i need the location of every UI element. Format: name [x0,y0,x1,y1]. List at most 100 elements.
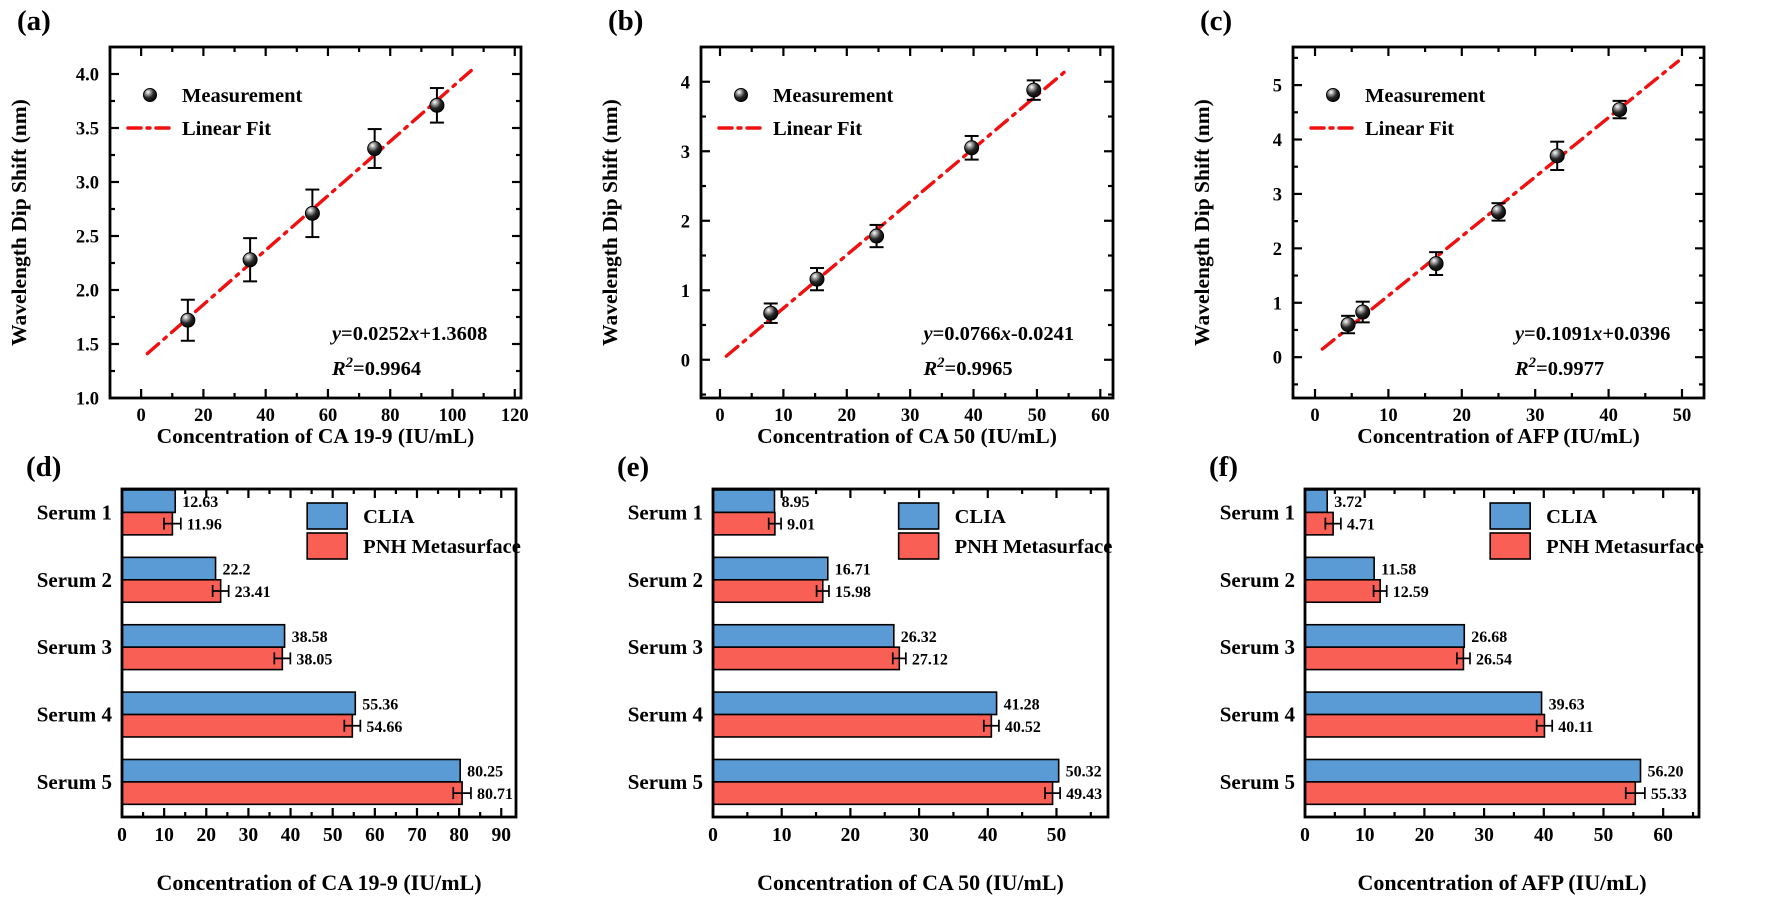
bar-error [343,719,362,732]
y-tick-label: 5 [1273,77,1282,97]
bar-error [1624,787,1646,800]
x-tick-label: 20 [197,825,217,846]
plot-frame [1303,487,1701,819]
legend-measurement-label: Measurement [1365,85,1485,107]
bar-error [273,652,292,665]
y-tick-label: 2 [1273,240,1282,260]
y-tick-label: 0 [681,351,690,371]
x-tick-label: 20 [838,406,857,426]
bar-error [1372,585,1388,598]
bar-value-label: 49.43 [1066,786,1102,803]
bar-chart-ca50: 0 10 20 30 40 50 Serum 1 Serum 2 Serum 3 Serum 4 S… [628,487,1112,895]
legend-measurement-marker [143,88,157,102]
data-point [304,205,320,221]
ticks [701,45,1113,398]
x-tick-label: 0 [1300,825,1310,846]
plot-area: 0 10 20 30 40 50 0 1 2 3 4 5 Concentration of AFP (I… [1190,45,1706,448]
panel-b-cell: (b) 0 10 20 30 40 50 60 0 1 2 3 4 Concentration of C… [591,0,1183,455]
x-tick-label: 10 [1355,825,1375,846]
r-squared: R2=0.9965 [922,355,1012,380]
bar-value-label: 40.11 [1558,719,1593,736]
bar-pnh-metasurface [712,781,1054,806]
bar-clia [121,758,461,783]
scatter-chart-afp: 0 10 20 30 40 50 0 1 2 3 4 5 Concentration of AFP (I… [1190,45,1706,448]
panel-label-b: (b) [608,5,644,37]
bar-pnh-metasurface [1304,646,1465,671]
bar-clia [712,691,998,716]
legend-swatch-clia [1489,502,1531,530]
legend-measurement-label: Measurement [182,85,302,107]
bar-pnh-metasurface [1304,578,1381,604]
legend-measurement-marker [1326,88,1340,102]
bar-pnh-metasurface [1304,781,1637,806]
category-label: Serum 4 [1220,703,1296,727]
category-label: Serum 2 [37,568,112,592]
bar-value-label: 11.96 [187,517,222,534]
linear-fit-line [724,69,1068,358]
plot-area: 0 10 20 30 40 50 Serum 1 Serum 2 Serum 3 Serum 4 S… [628,487,1112,895]
bar-chart-afp: 0 10 20 30 40 50 60 Serum 1 Serum 2 Serum 3 Serum … [1220,487,1704,895]
bar-value-label: 26.32 [901,629,937,646]
panel-label-c: (c) [1200,5,1233,37]
category-label: Serum 5 [1220,770,1295,794]
y-axis-label: Wavelength Dip Shift (nm) [1190,99,1214,346]
category-label: Serum 5 [37,770,112,794]
plot-area: 0 10 20 30 40 50 60 0 1 2 3 4 Concentration of CA 50… [598,45,1115,448]
plot-frame [120,487,518,819]
y-tick-label: 3 [681,143,690,163]
x-tick-label: 40 [281,825,301,846]
error-bars [763,79,1041,324]
bar-value-label: 11.58 [1381,562,1416,579]
x-axis-label: Concentration of CA 19-9 (IU/mL) [157,424,475,448]
x-tick-label: 30 [1526,406,1545,426]
x-tick-label: 120 [501,406,529,426]
bar-clia [121,556,217,581]
x-tick-label: 60 [319,406,338,426]
plot-area: 0 20 40 60 80 100 120 1.0 1.5 2.0 2.5 3.0 3.5 4.0 Conc… [7,45,529,448]
panel-label-d: (d) [26,451,62,483]
legend-series-label: PNH Metasurface [1546,536,1704,558]
legend-linear-fit-label: Linear Fit [182,118,271,140]
bar-value-label: 80.71 [477,786,513,803]
bar-value-label: 22.2 [223,562,251,579]
y-tick-label: 3.0 [76,174,99,194]
category-label: Serum 1 [1220,500,1295,524]
x-tick-label: 80 [381,406,400,426]
bar-value-label: 23.41 [235,584,271,601]
x-tick-label: 50 [1047,825,1067,846]
bar-value-label: 56.20 [1647,764,1683,781]
bar-value-label: 8.95 [781,494,809,511]
y-tick-label: 3.5 [76,120,99,140]
x-tick-label: 10 [774,406,793,426]
bar-pnh-metasurface [121,781,463,806]
x-tick-label: 70 [407,825,427,846]
x-axis-label: Concentration of AFP (IU/mL) [1357,870,1646,895]
data-point [1340,317,1356,333]
x-tick-label: 0 [715,406,724,426]
category-label: Serum 3 [628,635,703,659]
legend-linear-fit-label: Linear Fit [773,118,862,140]
data-point [1612,102,1628,118]
x-tick-label: 0 [137,406,146,426]
bar-error [163,517,182,530]
y-tick-label: 1.0 [76,390,99,410]
bar-error [815,585,830,598]
legend-series-label: CLIA [363,506,414,528]
bar-clia [1304,758,1642,783]
category-label: Serum 5 [628,770,703,794]
panel-label-a: (a) [17,5,51,37]
category-label: Serum 3 [1220,635,1295,659]
bar-value-label: 38.58 [292,629,328,646]
bar-clia [1304,691,1543,716]
legend-series-label: CLIA [1546,506,1597,528]
x-tick-label: 40 [1534,825,1554,846]
bar-value-label: 55.33 [1651,786,1687,803]
bar-error [1535,719,1554,732]
bar-pnh-metasurface [712,578,824,604]
bar-value-label: 27.12 [912,651,948,668]
x-tick-label: 0 [117,825,127,846]
data-point [763,305,779,321]
x-axis-label: Concentration of CA 50 (IU/mL) [757,870,1064,895]
x-axis-label: Concentration of CA 50 (IU/mL) [757,424,1057,448]
x-tick-label: 80 [449,825,469,846]
